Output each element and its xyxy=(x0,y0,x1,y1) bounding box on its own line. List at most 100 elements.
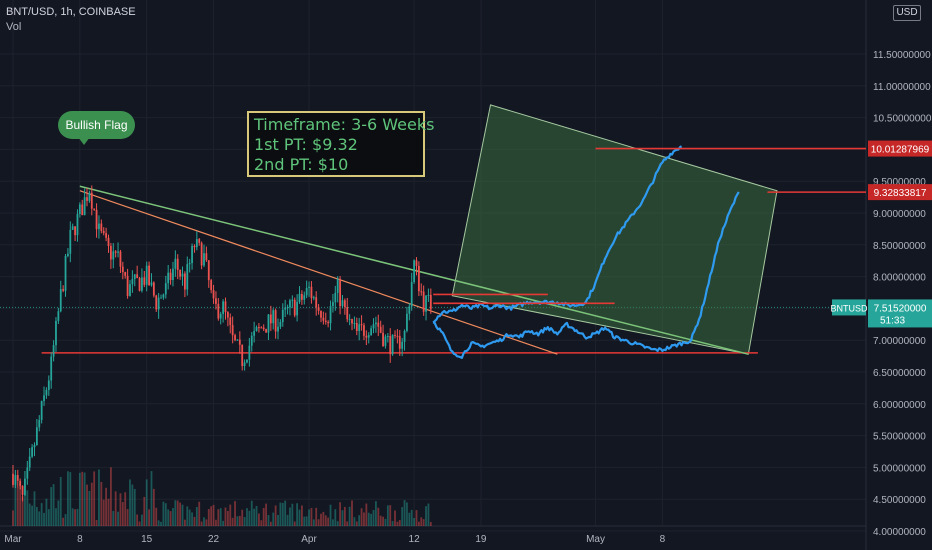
candle-body xyxy=(310,286,313,299)
volume-bar xyxy=(334,509,337,526)
volume-bar xyxy=(394,510,396,526)
volume-bar xyxy=(107,498,110,526)
candle-body xyxy=(148,265,150,286)
volume-bar xyxy=(289,507,291,526)
volume-indicator-label[interactable]: Vol xyxy=(6,21,22,33)
volume-bar xyxy=(353,517,356,526)
volume-bar xyxy=(300,505,303,526)
y-tick-label: 4.00000000 xyxy=(873,527,926,538)
volume-bar xyxy=(248,510,251,526)
volume-bar xyxy=(291,503,294,526)
volume-bar xyxy=(396,521,399,526)
candle-body xyxy=(322,317,325,321)
candle-body xyxy=(69,229,72,254)
volume-bar xyxy=(329,504,332,526)
candle-body xyxy=(179,270,182,277)
volume-bar xyxy=(152,488,155,526)
target-lines xyxy=(433,147,866,305)
candle-body xyxy=(45,390,48,396)
volume-bar xyxy=(145,479,148,526)
candle-body xyxy=(394,334,396,336)
volume-bar xyxy=(169,511,172,526)
candle-body xyxy=(28,456,31,468)
y-tick-label: 9.00000000 xyxy=(873,209,926,220)
volume-bar xyxy=(133,488,136,526)
candle-body xyxy=(141,277,143,291)
symbol-tag: BNTUSD xyxy=(830,303,868,313)
volume-bar xyxy=(98,469,100,526)
volume-bar xyxy=(69,472,72,526)
volume-bar xyxy=(93,471,96,526)
candle-body xyxy=(377,322,380,327)
volume-bar xyxy=(155,507,158,526)
volume-bar xyxy=(55,508,57,526)
candle-body xyxy=(136,274,139,278)
candle-body xyxy=(253,330,256,336)
volume-bar xyxy=(370,513,373,526)
volume-bar xyxy=(215,519,217,526)
candle-body xyxy=(131,278,134,285)
candle-body xyxy=(351,319,353,324)
candle-body xyxy=(172,268,174,280)
candle-body xyxy=(112,251,115,260)
volume-bar xyxy=(26,490,29,526)
volume-bar xyxy=(348,506,351,526)
volume-bar xyxy=(427,503,430,526)
candle-body xyxy=(296,301,299,316)
candle-body xyxy=(236,339,239,341)
candle-body xyxy=(391,334,394,355)
volume-bar xyxy=(386,505,389,526)
volume-bar xyxy=(219,508,222,526)
volume-bar xyxy=(143,496,146,526)
volume-bar xyxy=(415,510,418,526)
volume-bar xyxy=(105,487,108,526)
candle-body xyxy=(408,306,411,314)
volume-bar xyxy=(191,512,193,526)
candle-body xyxy=(157,297,160,310)
candle-body xyxy=(129,284,131,296)
candle-body xyxy=(231,325,234,336)
bullish-flag-callout[interactable]: Bullish Flag xyxy=(58,111,135,139)
volume-bar xyxy=(401,507,404,526)
x-tick-label: 8 xyxy=(660,534,666,545)
volume-bar xyxy=(339,502,341,526)
volume-bar xyxy=(413,517,415,526)
volume-bar xyxy=(238,515,241,526)
volume-bar xyxy=(86,484,88,526)
note-annotation[interactable]: Timeframe: 3-6 Weeks 1st PT: $9.32 2nd P… xyxy=(247,111,434,177)
price-label-countdown: 51:33 xyxy=(880,315,905,326)
volume-bar xyxy=(129,479,131,526)
volume-bar xyxy=(389,505,392,526)
volume-bar xyxy=(308,509,310,526)
y-axis: 11.5000000011.0000000010.5000000010.0000… xyxy=(873,50,932,538)
candle-body xyxy=(59,289,62,312)
candle-body xyxy=(327,322,330,324)
candle-body xyxy=(12,473,14,485)
candle-body xyxy=(195,239,198,248)
target-zone-rectangle xyxy=(451,104,778,355)
candle-body xyxy=(293,299,296,316)
volume-bar xyxy=(336,521,339,526)
candle-body xyxy=(43,395,45,402)
volume-bar xyxy=(410,509,413,526)
currency-badge[interactable]: USD xyxy=(893,5,921,21)
candle-body xyxy=(234,335,236,341)
y-tick-label: 7.00000000 xyxy=(873,336,926,347)
volume-bar xyxy=(181,504,184,526)
volume-bar xyxy=(322,511,325,526)
volume-bar xyxy=(250,500,253,526)
x-tick-label: 19 xyxy=(475,534,487,545)
projection-series xyxy=(432,145,740,359)
volume-bar xyxy=(355,521,358,526)
candle-body xyxy=(358,324,361,331)
candle-body xyxy=(33,445,36,448)
volume-bar xyxy=(47,509,50,526)
volume-bar xyxy=(324,515,327,526)
candle-body xyxy=(215,298,217,304)
candle-body xyxy=(121,266,124,273)
volume-bar xyxy=(358,515,361,526)
volume-bar xyxy=(59,476,62,526)
candle-body xyxy=(74,226,76,236)
candle-body xyxy=(262,327,265,330)
